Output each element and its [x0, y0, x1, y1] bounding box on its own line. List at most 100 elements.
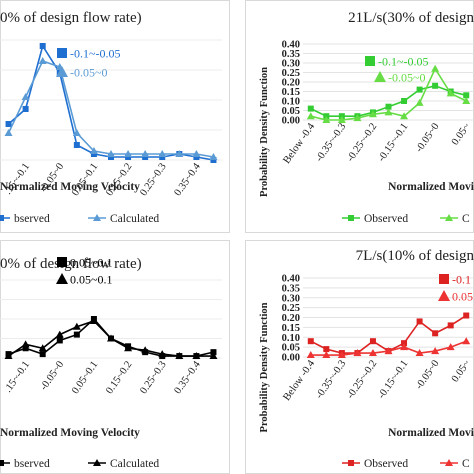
- data-point: [107, 334, 115, 342]
- legend-label: C: [462, 458, 470, 470]
- annotation-marker: [56, 273, 68, 284]
- data-point: [432, 82, 439, 89]
- data-point: [400, 343, 409, 351]
- y-tick-label: 0.05: [282, 106, 300, 117]
- x-axis-label: Normalized Moving Velocity: [0, 427, 140, 439]
- data-point: [21, 93, 30, 100]
- data-point: [416, 318, 423, 325]
- legend-marker: [445, 459, 453, 466]
- chart-panel-4: 0.000.050.100.150.200.250.300.350.40Prob…: [245, 240, 474, 474]
- data-point: [415, 98, 424, 106]
- data-point: [416, 86, 423, 93]
- chart-title: 21L/s(30% of design: [348, 10, 474, 26]
- data-point: [307, 105, 314, 112]
- legend-marker: [445, 214, 453, 221]
- annotation-marker: [57, 48, 67, 58]
- data-point: [72, 322, 81, 330]
- annotation-label: -0.05~0: [70, 66, 108, 80]
- data-point: [384, 347, 393, 355]
- data-point: [400, 112, 409, 120]
- data-point: [158, 350, 167, 358]
- data-point: [385, 103, 392, 110]
- y-tick-label: 0.20: [282, 313, 300, 324]
- data-point: [5, 121, 12, 127]
- data-point: [322, 351, 331, 359]
- annotation-marker: [56, 66, 68, 77]
- x-axis-label: Normalized Movi: [388, 427, 474, 439]
- y-tick-label: 0.20: [282, 78, 300, 89]
- data-point: [337, 116, 346, 123]
- data-point: [306, 351, 315, 359]
- chart-panel-2: 0.000.050.100.150.200.250.300.350.40 Prob…: [245, 0, 474, 233]
- data-point: [39, 351, 46, 358]
- data-point: [175, 352, 184, 360]
- y-tick-label: 0.35: [282, 49, 300, 60]
- annotation-marker: [374, 71, 386, 82]
- annotation-label: -0.05~0: [388, 71, 426, 85]
- data-point: [369, 338, 376, 345]
- y-tick-label: 0.40: [282, 274, 300, 285]
- data-point: [323, 346, 330, 353]
- chart-title: 0% of design flow rate): [0, 10, 142, 26]
- annotation-marker: [57, 257, 67, 267]
- data-point: [38, 344, 47, 352]
- data-point: [73, 142, 80, 148]
- data-point: [337, 351, 346, 359]
- y-tick-label: 0.25: [282, 303, 300, 314]
- y-axis-label: Probability Density Function: [259, 67, 270, 197]
- y-axis-label: Probability Density Function: [259, 302, 270, 432]
- data-point: [124, 150, 133, 157]
- legend-label: bserved: [14, 458, 50, 470]
- legend-marker: [0, 460, 4, 466]
- data-point: [322, 116, 331, 123]
- legend-label: Calculated: [110, 458, 159, 470]
- data-point: [141, 346, 150, 354]
- chart-title: 0% of design flow rate): [0, 256, 142, 272]
- data-point: [368, 349, 377, 357]
- y-tick-label: 0.15: [282, 87, 300, 98]
- x-axis-label: Normalized Movi: [388, 181, 474, 193]
- chart-panel-3: 0% of design flow rate).15~-0.1 -0.05~0 0.…: [0, 240, 230, 474]
- data-point: [56, 337, 63, 344]
- data-point: [432, 330, 439, 337]
- data-point: [307, 338, 314, 345]
- annotation-marker: [365, 56, 375, 66]
- data-point: [192, 352, 201, 360]
- data-point: [72, 129, 81, 136]
- y-tick-label: 0.00: [282, 353, 300, 364]
- legend-marker: [93, 459, 101, 466]
- data-point: [306, 112, 315, 120]
- annotation-marker: [438, 290, 450, 301]
- y-tick-label: 0.00: [282, 116, 300, 127]
- data-point: [209, 352, 218, 360]
- data-point: [384, 108, 393, 116]
- data-point: [431, 64, 440, 72]
- legend-marker: [348, 215, 354, 221]
- legend-label: Calculated: [110, 213, 159, 225]
- legend-label: C: [462, 213, 470, 225]
- annotation-label: 0.05~0.1: [70, 273, 113, 287]
- data-point: [55, 330, 64, 338]
- y-tick-label: 0.40: [282, 40, 300, 51]
- y-tick-label: 0.35: [282, 283, 300, 294]
- data-point: [415, 349, 424, 357]
- data-point: [431, 347, 440, 355]
- data-point: [446, 89, 455, 97]
- data-point: [447, 322, 454, 329]
- y-tick-label: 0.10: [282, 333, 300, 344]
- data-point: [353, 114, 362, 122]
- data-point: [89, 316, 98, 324]
- x-axis-label: Normalized Moving Velocity: [0, 181, 140, 193]
- data-point: [38, 57, 47, 64]
- data-point: [368, 110, 377, 118]
- data-point: [21, 340, 30, 348]
- data-point: [141, 150, 150, 157]
- data-point: [73, 331, 80, 338]
- data-point: [462, 337, 471, 345]
- panel-border: [0, 0, 230, 233]
- panel-border: [0, 240, 230, 474]
- annotation-label: -0.1: [452, 273, 471, 287]
- y-tick-label: 0.25: [282, 68, 300, 79]
- chart-title: 7L/s(10% of design: [356, 248, 474, 264]
